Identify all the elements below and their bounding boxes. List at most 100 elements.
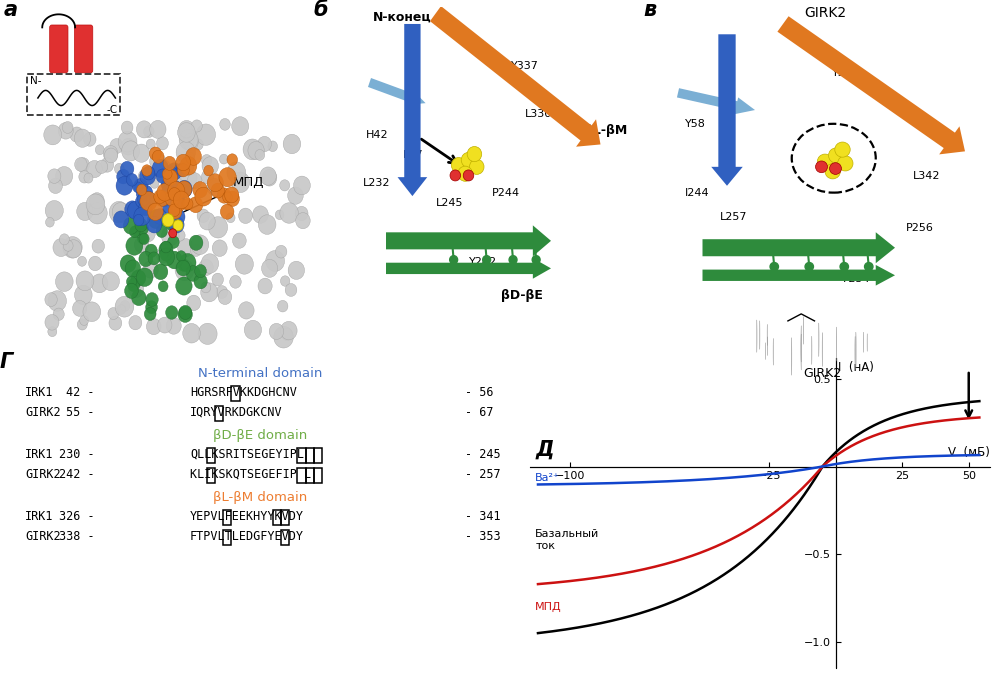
Text: Y337: Y337 bbox=[511, 61, 539, 71]
Text: Базальный
ток: Базальный ток bbox=[535, 529, 600, 551]
Bar bbox=[306, 468, 314, 483]
Circle shape bbox=[150, 120, 166, 138]
Circle shape bbox=[220, 204, 234, 219]
Circle shape bbox=[146, 301, 157, 314]
Circle shape bbox=[178, 259, 189, 271]
Circle shape bbox=[158, 317, 172, 333]
Circle shape bbox=[150, 179, 159, 188]
Circle shape bbox=[80, 316, 89, 325]
Text: 230 -: 230 - bbox=[59, 448, 95, 461]
Circle shape bbox=[137, 221, 149, 235]
Circle shape bbox=[110, 138, 123, 153]
Circle shape bbox=[125, 260, 141, 277]
Circle shape bbox=[262, 169, 277, 186]
Circle shape bbox=[828, 148, 844, 163]
Text: V  (мБ): V (мБ) bbox=[948, 446, 990, 460]
Circle shape bbox=[225, 191, 239, 207]
Circle shape bbox=[179, 305, 192, 319]
Circle shape bbox=[89, 256, 102, 271]
Circle shape bbox=[207, 173, 223, 192]
Text: IRK1: IRK1 bbox=[25, 385, 54, 399]
Circle shape bbox=[183, 133, 198, 151]
Circle shape bbox=[183, 198, 193, 210]
Circle shape bbox=[280, 180, 290, 191]
Text: N-конец: N-конец bbox=[373, 11, 431, 24]
Circle shape bbox=[450, 170, 461, 181]
Circle shape bbox=[285, 284, 297, 296]
Text: Y242: Y242 bbox=[468, 257, 497, 267]
Text: YEPVLFEEKHYYKVDY: YEPVLFEEKHYYKVDY bbox=[190, 510, 304, 523]
Circle shape bbox=[129, 226, 140, 238]
Bar bbox=[297, 448, 306, 462]
Circle shape bbox=[201, 283, 218, 302]
Text: L330: L330 bbox=[525, 109, 552, 119]
Circle shape bbox=[95, 145, 104, 155]
Circle shape bbox=[840, 263, 848, 271]
Text: P244: P244 bbox=[492, 188, 520, 198]
Circle shape bbox=[120, 300, 130, 311]
Circle shape bbox=[138, 185, 153, 201]
Circle shape bbox=[88, 202, 107, 224]
Circle shape bbox=[269, 323, 284, 340]
Text: 42 -: 42 - bbox=[66, 385, 95, 399]
Text: Y58: Y58 bbox=[685, 119, 706, 129]
Circle shape bbox=[216, 286, 228, 298]
Text: б: б bbox=[313, 0, 328, 20]
Circle shape bbox=[167, 180, 182, 196]
Circle shape bbox=[159, 242, 173, 257]
Circle shape bbox=[158, 248, 175, 266]
Circle shape bbox=[139, 251, 153, 267]
Bar bbox=[314, 448, 322, 462]
Circle shape bbox=[58, 122, 73, 139]
Circle shape bbox=[103, 146, 118, 162]
Circle shape bbox=[262, 259, 278, 277]
Circle shape bbox=[161, 241, 171, 253]
Circle shape bbox=[199, 259, 213, 275]
Circle shape bbox=[295, 207, 308, 221]
Circle shape bbox=[154, 264, 168, 279]
Circle shape bbox=[78, 256, 87, 267]
Circle shape bbox=[140, 225, 155, 242]
Text: QLLKSRITSEGEYIPL: QLLKSRITSEGEYIPL bbox=[190, 448, 304, 461]
Circle shape bbox=[45, 293, 57, 306]
FancyArrow shape bbox=[368, 78, 426, 105]
Circle shape bbox=[114, 163, 124, 174]
Circle shape bbox=[76, 158, 90, 172]
Text: - 257: - 257 bbox=[465, 468, 501, 481]
Circle shape bbox=[49, 178, 62, 194]
Circle shape bbox=[158, 192, 171, 207]
Circle shape bbox=[173, 191, 189, 209]
Circle shape bbox=[53, 238, 69, 256]
Circle shape bbox=[191, 120, 202, 132]
Circle shape bbox=[175, 230, 185, 241]
Circle shape bbox=[75, 285, 92, 304]
Circle shape bbox=[281, 328, 293, 340]
Circle shape bbox=[266, 250, 285, 271]
Circle shape bbox=[253, 206, 268, 223]
Circle shape bbox=[198, 323, 217, 344]
Circle shape bbox=[131, 270, 146, 286]
Circle shape bbox=[469, 159, 484, 174]
Circle shape bbox=[140, 167, 156, 185]
Circle shape bbox=[176, 142, 195, 163]
Circle shape bbox=[461, 153, 476, 167]
Text: F254: F254 bbox=[842, 274, 870, 284]
Circle shape bbox=[248, 141, 264, 159]
Circle shape bbox=[835, 142, 850, 157]
Text: L257: L257 bbox=[720, 212, 748, 222]
Bar bbox=[272, 510, 281, 524]
Circle shape bbox=[154, 190, 166, 204]
Circle shape bbox=[463, 170, 474, 181]
Circle shape bbox=[204, 165, 213, 176]
Circle shape bbox=[181, 184, 192, 196]
Text: Г: Г bbox=[0, 352, 13, 371]
Circle shape bbox=[148, 209, 165, 229]
Circle shape bbox=[258, 278, 272, 294]
FancyArrow shape bbox=[777, 16, 965, 155]
Circle shape bbox=[140, 192, 157, 211]
Circle shape bbox=[168, 182, 185, 200]
Circle shape bbox=[166, 317, 181, 334]
Circle shape bbox=[220, 119, 230, 130]
Circle shape bbox=[258, 136, 271, 152]
Circle shape bbox=[167, 163, 182, 180]
